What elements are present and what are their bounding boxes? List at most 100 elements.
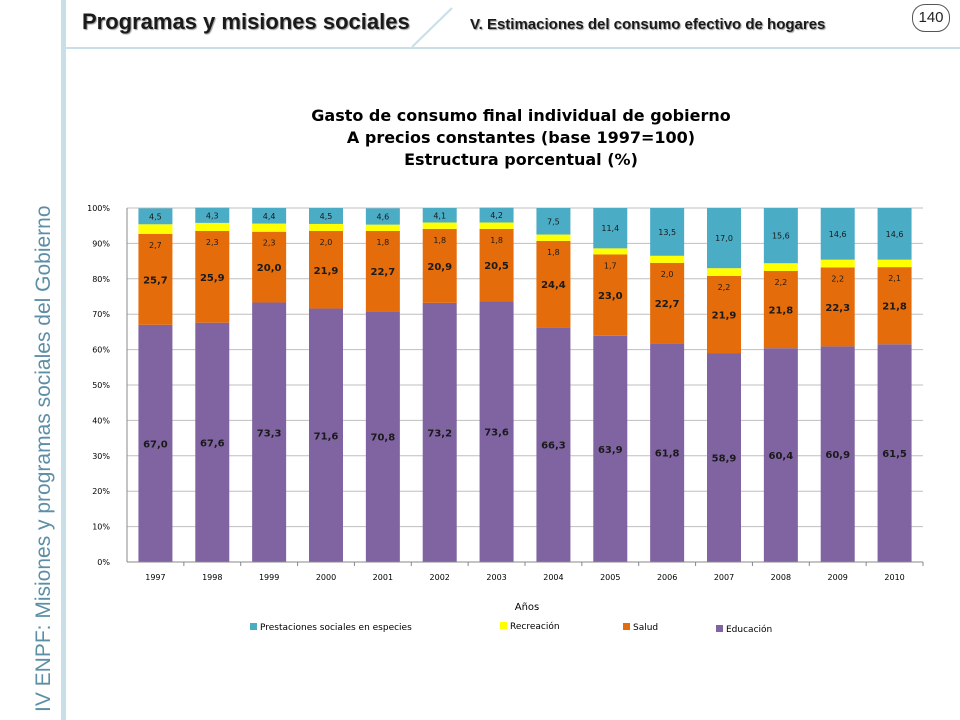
y-tick-label: 10% [92,523,110,532]
sidebar-vertical-title: IV ENPF: Misiones y programas sociales d… [32,205,55,712]
x-axis-label: Años [515,602,540,613]
bar-segment-salud [877,267,912,345]
bar-segment-prestaciones [763,208,798,264]
data-label-salud: 23,0 [598,291,623,302]
bar-segment-recreacion [707,268,741,276]
bar-segment-prestaciones [707,208,741,269]
y-tick-label: 30% [92,452,110,461]
data-label-prestaciones: 11,4 [601,224,619,233]
bar-segment-prestaciones [820,208,855,260]
data-label-educacion: 73,6 [484,428,509,439]
bar-segment-prestaciones [195,207,230,223]
data-label-recreacion: 2,3 [206,238,219,247]
header-divider [66,47,960,49]
chart-data-labels: 67,0 25,7 2,7 4,5 67,6 25,9 2,3 4,3 73,3 20,0 2,3 4… [143,211,907,465]
y-tick-label: 100% [87,204,110,213]
data-label-educacion: 61,5 [882,449,907,460]
bar-segment-educacion [763,348,798,562]
bar-segment-salud [309,231,343,309]
data-label-educacion: 73,2 [427,428,452,439]
bar-segment-educacion [593,335,628,562]
bar-segment-educacion [422,302,457,562]
bar-segment-recreacion [422,222,457,229]
bar-segment-salud [650,262,685,344]
data-label-recreacion: 2,2 [774,278,787,287]
data-label-educacion: 58,9 [712,454,737,465]
bar-segment-educacion [195,322,230,562]
y-tick-label: 50% [92,381,110,390]
page-title: Programas y misiones sociales [82,9,410,34]
y-tick-label: 40% [92,416,110,425]
data-label-prestaciones: 4,4 [263,212,276,221]
x-tick-label: 2004 [543,573,563,582]
chart-bars [138,207,912,562]
data-label-educacion: 67,0 [143,439,168,450]
page-number-badge: 140 [912,4,950,32]
data-label-salud: 24,4 [541,280,566,291]
x-tick-label: 1997 [145,573,165,582]
bar-segment-recreacion [820,259,855,268]
data-label-prestaciones: 4,5 [149,212,162,221]
header-slash-decoration [411,7,453,48]
data-label-salud: 21,8 [882,302,907,313]
left-accent-bar [61,0,66,720]
bar-segment-salud [365,231,400,312]
data-label-prestaciones: 13,5 [658,228,676,237]
data-label-recreacion: 2,3 [263,239,276,248]
data-label-recreacion: 1,7 [604,261,617,270]
data-label-recreacion: 1,8 [376,238,389,247]
bar-segment-recreacion [593,248,628,255]
bar-segment-recreacion [195,222,230,232]
data-label-salud: 22,7 [371,267,396,278]
y-tick-label: 60% [92,346,110,355]
legend-label-recreacion: Recreación [510,621,560,632]
data-label-salud: 22,7 [655,299,680,310]
data-label-recreacion: 2,7 [149,241,162,250]
data-label-educacion: 60,4 [769,451,794,462]
bar-segment-salud [479,228,514,302]
page-subtitle: V. Estimaciones del consumo efectivo de … [470,16,826,33]
bar-segment-prestaciones [309,208,343,224]
bar-segment-educacion [365,311,400,562]
bar-segment-recreacion [309,223,343,232]
x-tick-label: 2006 [657,573,677,582]
y-tick-label: 0% [97,558,110,567]
x-tick-label: 2001 [373,573,393,582]
x-tick-label: 2005 [600,573,620,582]
bar-segment-educacion [309,308,343,562]
bar-segment-educacion [252,302,287,562]
bar-segment-recreacion [365,224,400,232]
bar-segment-salud [195,231,230,323]
legend-label-salud: Salud [633,623,658,633]
data-label-salud: 20,9 [427,262,452,273]
legend-label-educacion: Educación [726,624,772,635]
data-label-prestaciones: 4,5 [320,212,333,221]
bar-segment-salud [763,271,798,349]
bar-segment-prestaciones [877,208,912,260]
chart-title: Gasto de consumo final individual de gob… [311,106,730,169]
bar-segment-salud [138,233,173,325]
data-label-recreacion: 1,8 [433,236,446,245]
data-label-salud: 22,3 [825,303,850,314]
x-tick-label: 2007 [714,573,734,582]
bar-segment-recreacion [877,259,912,268]
bar-segment-educacion [138,324,173,562]
bar-segment-salud [707,275,741,354]
data-label-salud: 21,9 [712,311,737,322]
bar-segment-prestaciones [479,207,514,223]
y-tick-label: 90% [92,239,110,248]
data-label-recreacion: 2,0 [661,270,674,279]
chart-legend: Prestaciones sociales en especies Recreac… [250,621,772,635]
data-label-educacion: 73,3 [257,428,282,439]
data-label-prestaciones: 4,3 [206,211,219,220]
bar-segment-prestaciones [365,208,400,225]
data-label-salud: 25,9 [200,273,225,284]
data-label-salud: 20,0 [257,263,282,274]
data-label-educacion: 66,3 [541,441,566,452]
x-tick-label: 1998 [202,573,222,582]
data-label-salud: 20,5 [484,261,509,272]
bar-segment-salud [820,267,855,347]
data-label-recreacion: 2,1 [888,274,901,283]
chart-title-line: Estructura porcentual (%) [404,150,638,169]
y-tick-label: 20% [92,487,110,496]
